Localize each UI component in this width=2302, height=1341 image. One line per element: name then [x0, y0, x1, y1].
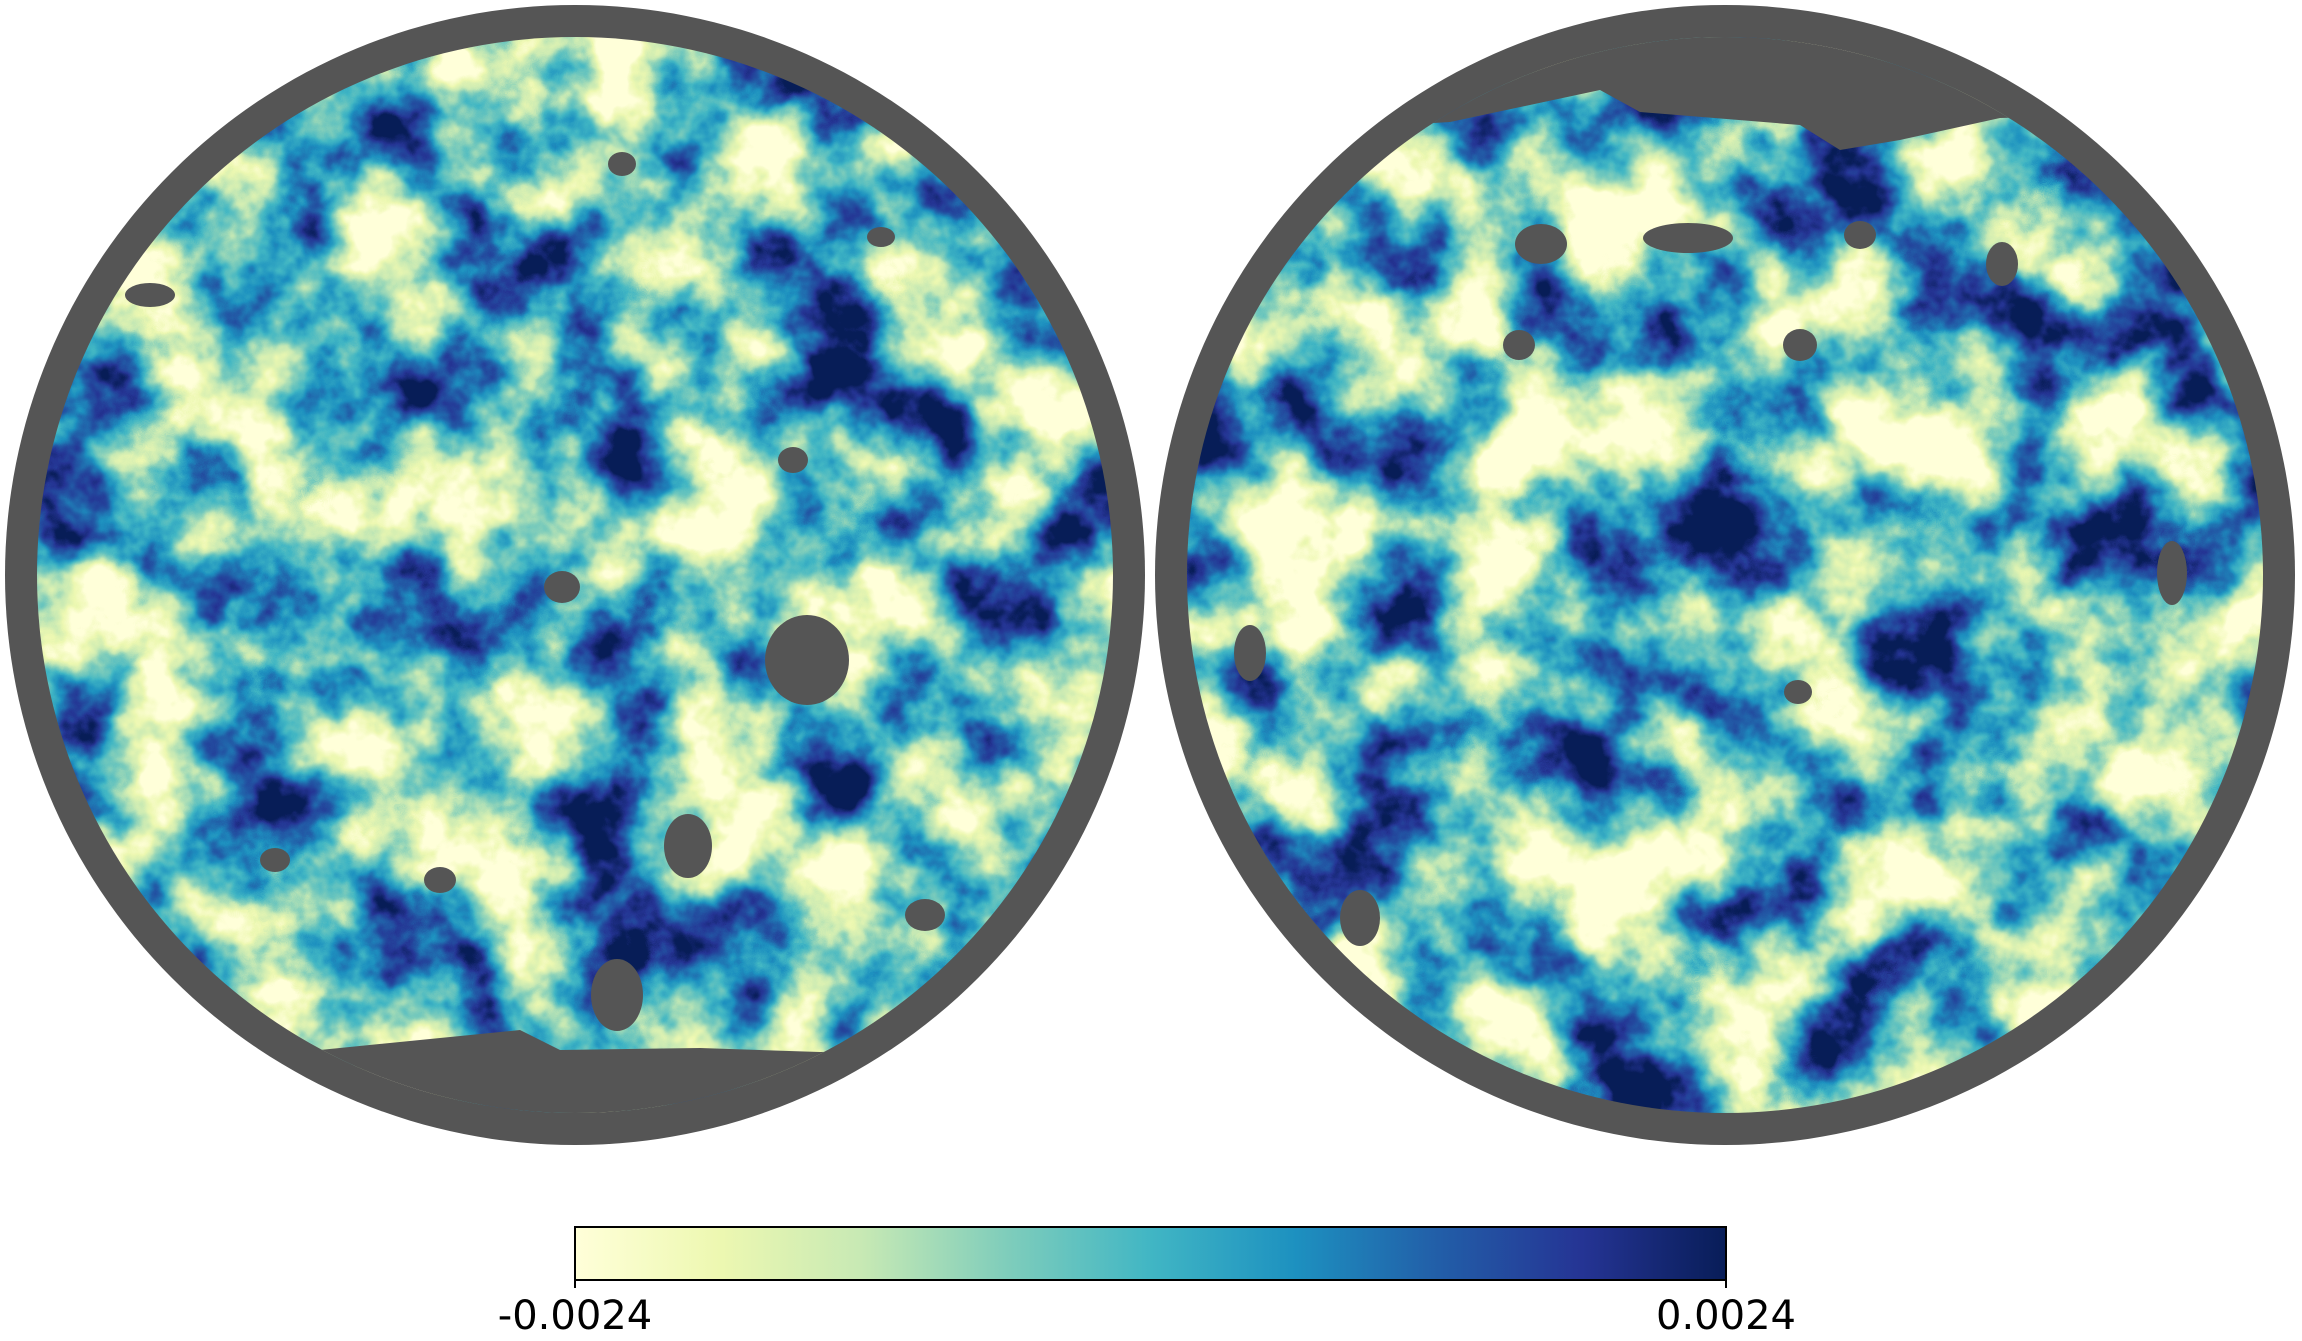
source-mask [1643, 223, 1733, 253]
tick-label: 0.0024 [1656, 1293, 1796, 1339]
source-mask [125, 283, 175, 307]
source-mask [1234, 625, 1266, 681]
source-mask [608, 152, 636, 176]
source-mask [1784, 680, 1812, 704]
source-mask [424, 867, 456, 893]
source-mask [1503, 330, 1535, 360]
source-mask [867, 227, 895, 247]
source-mask [765, 615, 849, 705]
source-mask [778, 447, 808, 473]
source-mask [591, 959, 643, 1031]
source-mask [1986, 242, 2018, 286]
source-mask [1515, 224, 1567, 264]
sky-texture [37, 37, 1113, 1113]
colorbar [574, 1226, 1727, 1281]
tick-label: -0.0024 [498, 1293, 652, 1339]
source-mask [2157, 541, 2187, 605]
source-mask [1340, 890, 1380, 946]
source-mask [544, 571, 580, 603]
colorbar-ticks: -0.0024 0.0024 [498, 1280, 1796, 1339]
source-mask [1844, 221, 1876, 249]
source-mask [260, 848, 290, 872]
source-mask [1783, 329, 1817, 361]
source-mask [664, 814, 712, 878]
source-mask [905, 899, 945, 931]
